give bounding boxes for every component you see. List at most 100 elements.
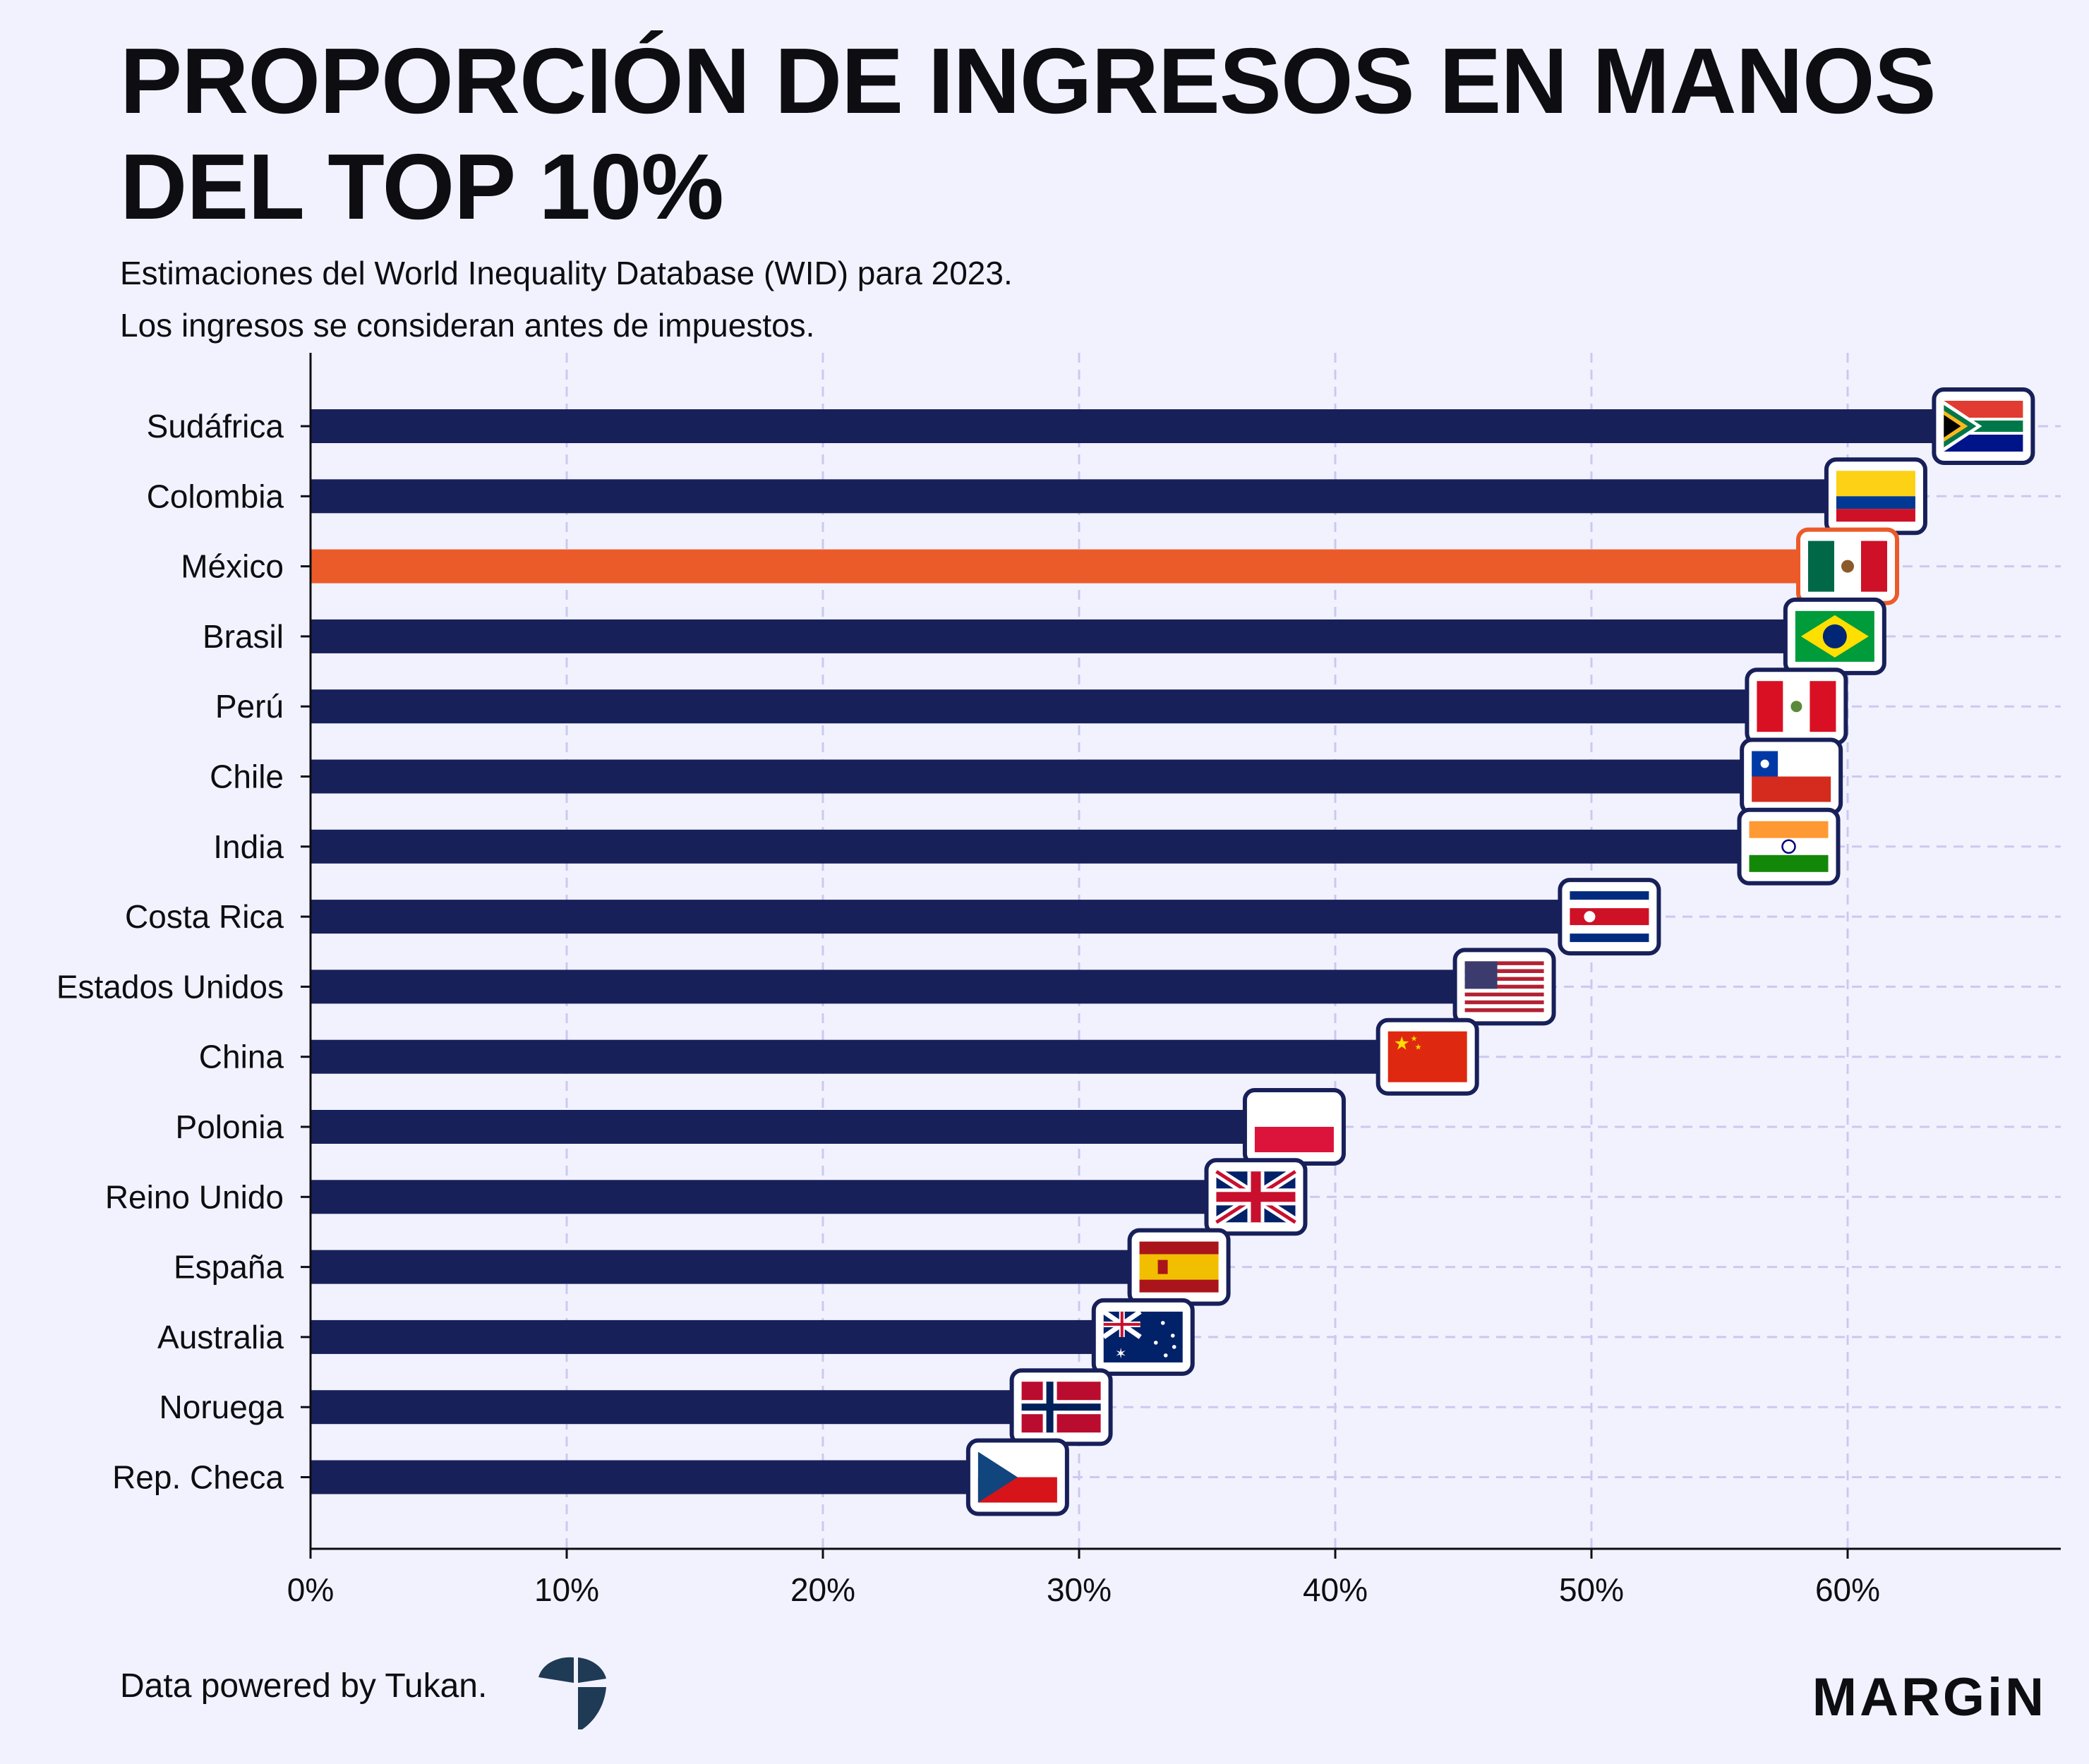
flag-emblem xyxy=(1584,911,1596,923)
category-label: China xyxy=(199,1039,284,1075)
spain-flag xyxy=(1127,1228,1231,1306)
bar xyxy=(311,1390,1061,1425)
flag-stripe xyxy=(1464,984,1544,989)
title-line-2: DEL TOP 10% xyxy=(120,135,724,238)
flag-art: ★ ★★ xyxy=(1387,1031,1467,1082)
flag-stripe xyxy=(1836,496,1915,509)
category-label: Australia xyxy=(157,1319,284,1355)
peru-flag xyxy=(1745,667,1848,746)
flag-art xyxy=(1749,821,1829,872)
category-label: Sudáfrica xyxy=(147,408,284,445)
flag-art xyxy=(1254,1101,1334,1152)
flag-stripe xyxy=(1464,981,1544,985)
flag-stripe xyxy=(1570,934,1649,943)
flag-stripe xyxy=(1464,977,1544,981)
flag-stripe xyxy=(1464,961,1498,989)
flag-stripe xyxy=(1139,1254,1219,1280)
category-label: Brasil xyxy=(203,618,284,655)
flag-art xyxy=(1139,1241,1219,1293)
flag-star xyxy=(1153,1341,1158,1345)
bar xyxy=(311,689,1797,724)
flag-stripe xyxy=(1254,1101,1334,1127)
flag-emblem xyxy=(1822,624,1847,648)
flag-emblem xyxy=(1760,759,1769,768)
bar xyxy=(311,900,1610,934)
subtitle-line-1: Estimaciones del World Inequality Databa… xyxy=(120,255,1013,291)
flag-art xyxy=(977,1451,1057,1503)
bar xyxy=(311,409,1984,443)
flag-art xyxy=(1944,401,2023,452)
flag-stripe xyxy=(1757,681,1783,732)
bar xyxy=(311,969,1505,1004)
india-flag xyxy=(1737,807,1841,886)
flag-art xyxy=(1757,681,1836,732)
category-label: Estados Unidos xyxy=(56,968,284,1005)
china-flag: ★ ★★ xyxy=(1375,1017,1479,1096)
flag-art xyxy=(1752,751,1831,802)
flag-shape xyxy=(1944,415,1961,437)
flag-stripe xyxy=(1464,961,1544,965)
flag-stripe xyxy=(1103,1322,1140,1326)
brazil-flag xyxy=(1783,597,1886,675)
flag-stripe xyxy=(1808,540,1834,592)
bar xyxy=(311,479,1876,514)
margin-brand-logo: MARGiN xyxy=(1812,1667,2047,1727)
flag-art xyxy=(1795,610,1874,662)
x-tick-label: 50% xyxy=(1559,1571,1624,1608)
subtitle-line-2: Los ingresos se consideran antes de impu… xyxy=(120,307,815,344)
x-tick-label: 30% xyxy=(1047,1571,1112,1608)
norway-flag xyxy=(1009,1368,1113,1446)
x-tick-label: 0% xyxy=(287,1571,334,1608)
flag-stripe xyxy=(1464,996,1544,1001)
flag-star xyxy=(1172,1345,1176,1349)
flag-stripe xyxy=(1752,776,1831,802)
south-africa-flag xyxy=(1932,387,2035,465)
chile-flag xyxy=(1740,737,1843,816)
flag-stripe xyxy=(1464,969,1544,974)
flag-stripe xyxy=(1464,989,1544,993)
category-label: Noruega xyxy=(159,1389,284,1425)
flag-star: ✶ xyxy=(1115,1346,1127,1362)
bar xyxy=(311,1250,1179,1284)
flag-art xyxy=(1836,471,1915,522)
bar xyxy=(311,1110,1294,1144)
czech-flag xyxy=(965,1438,1069,1516)
flag-emblem xyxy=(1781,839,1796,854)
flag-star xyxy=(1163,1353,1168,1358)
flag-stripe xyxy=(1464,1008,1544,1013)
flag-stripe xyxy=(1464,1000,1544,1005)
costa-rica-flag xyxy=(1558,878,1661,956)
flag-star: ★ xyxy=(1411,1035,1418,1044)
flag-stripe xyxy=(1570,891,1649,900)
flag-stripe xyxy=(1861,540,1887,592)
flag-art xyxy=(1570,891,1649,943)
category-label: India xyxy=(213,828,284,865)
category-label: Colombia xyxy=(147,478,284,514)
flag-star: ★ xyxy=(1394,1033,1410,1054)
data-credit: Data powered by Tukan. xyxy=(120,1667,488,1705)
bar xyxy=(311,829,1789,864)
flag-stripe xyxy=(1254,1127,1334,1152)
mexico-flag xyxy=(1796,527,1899,605)
x-tick-label: 60% xyxy=(1815,1571,1880,1608)
x-tick-label: 40% xyxy=(1303,1571,1368,1608)
flag-stripe xyxy=(1464,992,1544,997)
flag-stripe xyxy=(1021,1403,1101,1411)
australia-flag: ✶ xyxy=(1091,1298,1195,1376)
category-label: Rep. Checa xyxy=(112,1459,284,1496)
category-label: Chile xyxy=(210,759,284,795)
category-label: Polonia xyxy=(176,1108,284,1145)
bar xyxy=(311,1180,1256,1214)
flag-stripe xyxy=(1810,681,1836,732)
x-tick-label: 10% xyxy=(534,1571,599,1608)
flag-star xyxy=(1170,1334,1175,1338)
flag-stripe xyxy=(1139,1241,1219,1255)
flag-stripe xyxy=(1570,908,1649,926)
flag-stripe xyxy=(1139,1279,1219,1293)
x-tick-label: 20% xyxy=(790,1571,855,1608)
flag-stripe xyxy=(1216,1192,1296,1202)
flag-stripe xyxy=(1387,1031,1467,1082)
flag-stripe xyxy=(1464,1004,1544,1008)
bar xyxy=(311,1319,1143,1354)
category-label: Costa Rica xyxy=(125,898,284,935)
